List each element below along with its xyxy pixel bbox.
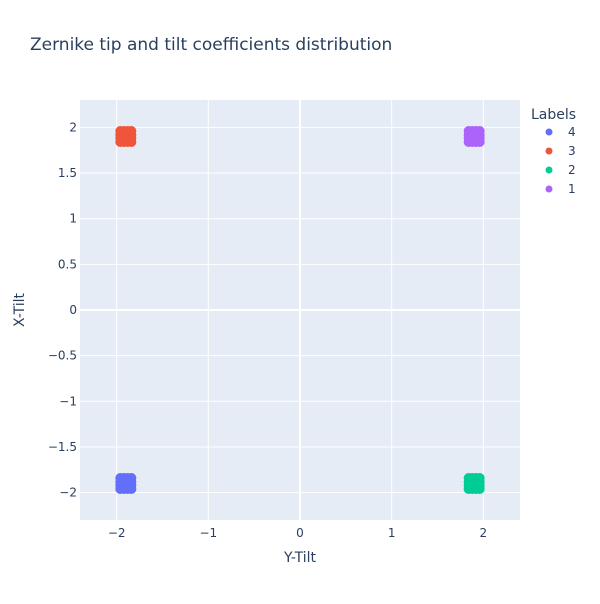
data-point[interactable] [474, 483, 485, 494]
y-tick-label: 2 [69, 120, 77, 134]
y-tick-label: 0 [69, 303, 77, 317]
series-2 [463, 473, 485, 494]
legend-label: 3 [568, 144, 576, 158]
y-axis-label: X-Tilt [12, 292, 28, 327]
legend-label: 4 [568, 125, 576, 139]
series-1 [463, 126, 485, 147]
legend-marker [545, 185, 553, 193]
data-point[interactable] [126, 137, 137, 147]
legend-item-2[interactable]: 2 [545, 163, 576, 177]
legend-marker [545, 166, 553, 174]
y-tick-label: −0.5 [48, 349, 77, 363]
x-tick-label: −2 [108, 526, 126, 540]
legend-item-3[interactable]: 3 [545, 144, 576, 158]
y-tick-label: −1.5 [48, 440, 77, 454]
x-axis-label: Y-Tilt [283, 550, 317, 566]
legend-item-1[interactable]: 1 [545, 182, 576, 196]
scatter-points [115, 126, 485, 494]
x-tick-label: 2 [480, 526, 488, 540]
legend-item-4[interactable]: 4 [545, 125, 576, 139]
x-tick-label: −1 [199, 526, 217, 540]
x-tick-label: 0 [296, 526, 304, 540]
x-axis-ticks: −2 −1 0 1 2 [108, 526, 487, 540]
data-point[interactable] [126, 483, 137, 494]
legend-items[interactable]: 4 3 2 1 [545, 125, 576, 196]
data-point[interactable] [474, 137, 485, 147]
legend-title: Labels [531, 107, 576, 123]
y-tick-label: 1 [69, 212, 77, 226]
grid-lines [80, 100, 520, 520]
y-tick-label: −2 [59, 486, 77, 500]
y-tick-label: −1 [59, 394, 77, 408]
series-3 [115, 126, 137, 147]
series-4 [115, 473, 137, 494]
legend-marker [545, 128, 553, 136]
y-axis-ticks: −2 −1.5 −1 −0.5 0 0.5 1 1.5 2 [48, 120, 77, 499]
y-tick-label: 0.5 [58, 257, 77, 271]
y-tick-label: 1.5 [58, 166, 77, 180]
x-tick-label: 1 [388, 526, 396, 540]
legend-label: 1 [568, 182, 576, 196]
chart-title: Zernike tip and tilt coefficients distri… [30, 35, 392, 55]
legend-label: 2 [568, 163, 576, 177]
legend[interactable]: Labels 4 3 2 1 [531, 107, 576, 196]
legend-marker [545, 147, 553, 155]
